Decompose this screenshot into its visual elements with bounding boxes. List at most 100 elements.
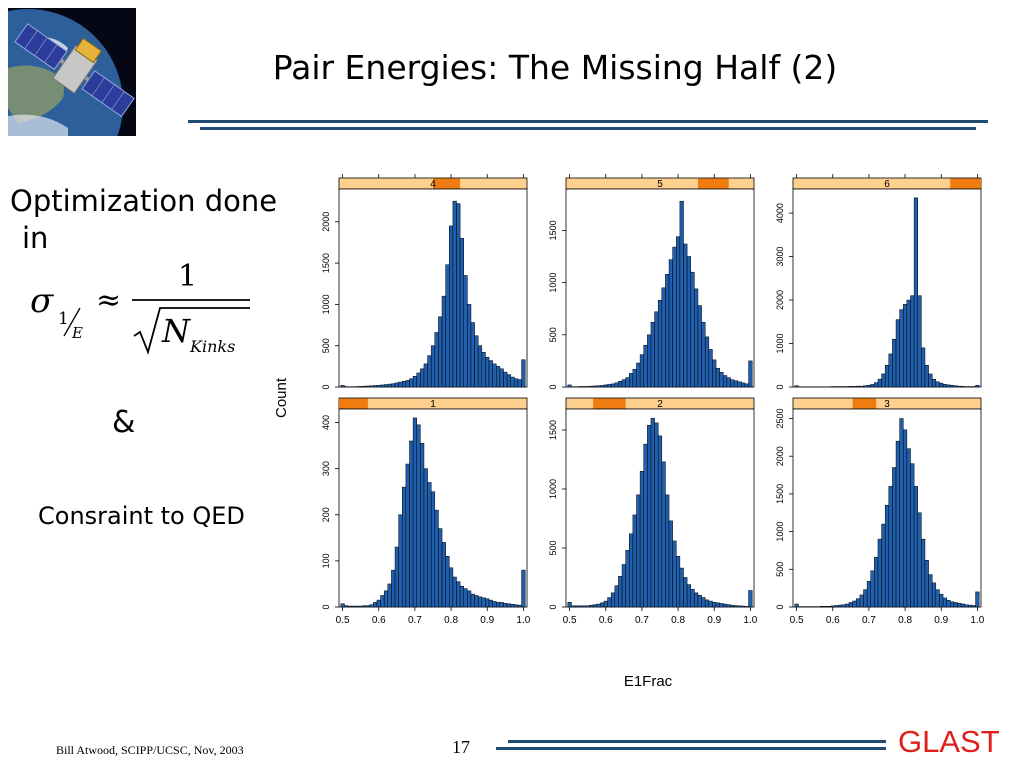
panel-4-bar (438, 316, 443, 388)
panel-2-bar (741, 605, 746, 608)
panel-1-bar (463, 588, 468, 608)
panel-6-bar (859, 385, 864, 388)
panel-2-bar (683, 577, 688, 608)
panel-6-bar (921, 347, 926, 388)
panel-5-bar (712, 359, 717, 388)
panel-2-bar (582, 605, 587, 608)
panel-6-bar (866, 385, 871, 388)
panel-6-bar (935, 381, 940, 388)
panel-2-bar (697, 594, 702, 608)
panel-3-bar (899, 418, 904, 608)
panel-2-bar (589, 604, 594, 608)
panel-1-y-tick-label: 100 (321, 553, 331, 568)
panel-6-bar (863, 385, 868, 388)
panel-1-strip-marker (339, 398, 368, 409)
panel-2-bar (592, 604, 597, 608)
panel-6-y-tick-label: 0 (775, 384, 785, 389)
panel-4-bar (474, 335, 479, 388)
formula-numerator: 1 (178, 259, 197, 294)
panel-1-bar (449, 567, 454, 608)
panel-5-bar (704, 336, 710, 388)
slide-title: Pair Energies: The Missing Half (2) (272, 48, 838, 87)
panel-1-x-tick-label: 0.5 (336, 615, 350, 626)
panel-1-bar (365, 605, 370, 608)
panel-4-bar (496, 366, 501, 388)
panel-3-bar (870, 570, 875, 608)
panel-1-bar (434, 509, 439, 608)
panel-5-bar (697, 305, 702, 388)
panel-5-bar (723, 375, 728, 388)
formula-sigma: σ (30, 281, 54, 321)
panel-1-bar (430, 491, 436, 608)
panel-4-bar (481, 352, 486, 388)
panel-1-bar (398, 514, 403, 608)
panel-3-bar (946, 599, 951, 608)
panel-5-bar (582, 386, 587, 388)
panel-5-bar (690, 271, 695, 388)
panel-5-bar (625, 377, 630, 388)
panel-1-bar (380, 595, 385, 608)
formula-sqrt (133, 307, 250, 355)
panel-1-bar (358, 605, 363, 608)
panel-1-bar (427, 482, 432, 608)
panel-5-bar (603, 384, 608, 388)
panel-3-x-tick-label: 0.7 (862, 615, 876, 626)
panel-3-bar (910, 463, 915, 608)
panel-3-bar (841, 604, 846, 608)
footer-author: Bill Atwood, SCIPP/UCSC, Nov, 2003 (56, 743, 244, 757)
panel-5-bar (665, 274, 670, 388)
optimization-text: Optimization done in (10, 183, 277, 257)
panel-4-bar (409, 378, 414, 388)
panel-1-y-tick-label: 0 (321, 604, 331, 609)
panel-5-bar (679, 200, 684, 388)
panel-3-bar (852, 600, 857, 608)
panel-6-bar (924, 365, 929, 388)
panel-2-bar (567, 602, 572, 608)
panel-4-bar (506, 374, 511, 388)
panel-3-bar (794, 603, 799, 608)
panel-2-bar (701, 597, 706, 608)
panel-4-bar (452, 200, 457, 388)
panel-5-bar (657, 300, 663, 388)
panel-5-bar (730, 379, 735, 388)
panel-1-bar (402, 486, 407, 608)
panel-3-x-tick-label: 0.6 (826, 615, 840, 626)
panel-3-bar (964, 604, 969, 608)
glast-brand: GLAST (898, 724, 1000, 759)
panel-2-x-tick-label: 1.0 (743, 615, 757, 626)
panel-6-y-tick-label: 3000 (775, 247, 785, 267)
panel-2-bar (726, 604, 731, 608)
panel-2-x-tick-label: 0.7 (635, 615, 649, 626)
panel-5-bar (726, 377, 731, 388)
panel-3-bar (863, 589, 868, 608)
panel-2-bar (571, 605, 576, 608)
panel-5-bar (639, 354, 644, 388)
panel-3-strip-marker (852, 398, 877, 409)
panel-1-bar (340, 603, 345, 608)
panel-1-bar (456, 581, 461, 608)
panel-4-bar (412, 376, 417, 388)
panel-1-bar (347, 605, 352, 608)
panel-1-bar (488, 599, 493, 608)
panel-6-bar (874, 382, 879, 388)
panel-4-bar (456, 203, 461, 388)
panel-6-bar (942, 384, 947, 388)
panel-1-bar (438, 528, 443, 608)
panel-6-bar (913, 197, 918, 388)
formula-sub-one: 1 (58, 309, 69, 329)
panel-5-bar (661, 287, 666, 388)
title-rule-top (188, 120, 988, 123)
panel-1-y-tick-label: 300 (321, 461, 331, 476)
panel-6-bar (946, 384, 951, 388)
panel-5-bar (607, 384, 612, 388)
panel-2-bar (607, 597, 612, 608)
panel-5-bar (741, 382, 746, 388)
panel-5-bar (585, 386, 590, 388)
panel-1-bar (355, 605, 360, 608)
panel-6-bar (910, 295, 915, 388)
panel-3-bar (942, 597, 947, 608)
panel-2-bar (636, 494, 641, 608)
panel-2-bar (639, 471, 644, 608)
panel-2-bar (733, 605, 738, 608)
